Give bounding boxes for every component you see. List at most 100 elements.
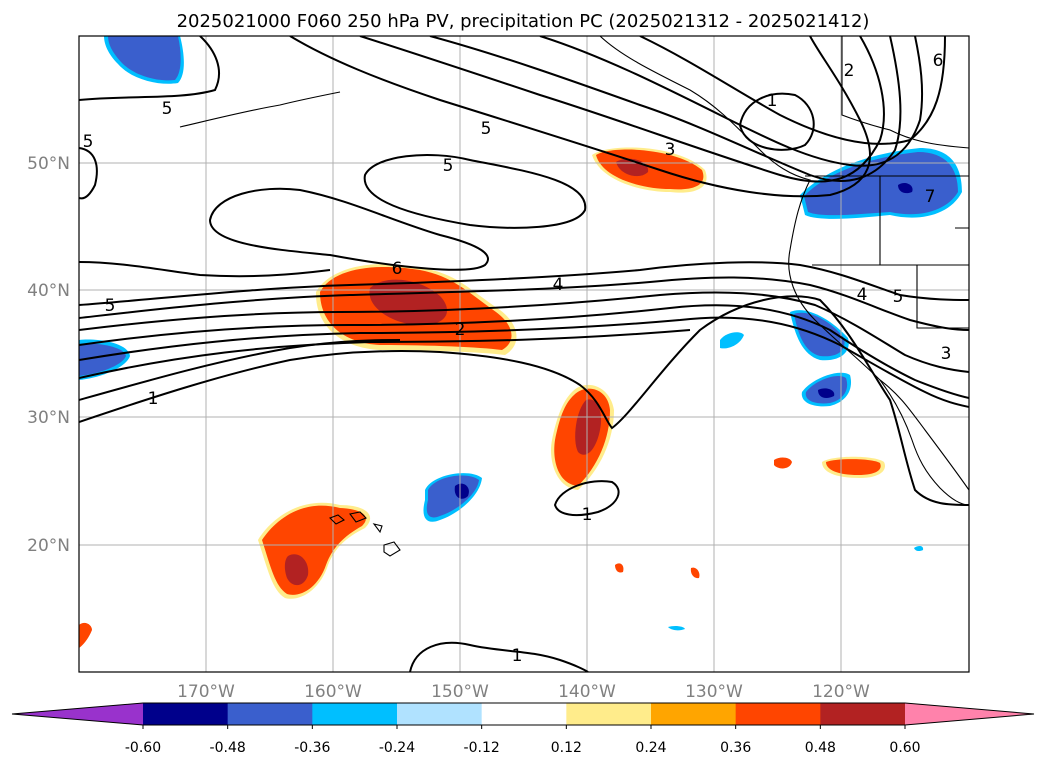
contour-label: 5 xyxy=(83,132,94,152)
precip-blob-positive xyxy=(690,567,700,579)
colorbar-tick-label: 0.48 xyxy=(805,740,836,756)
contour-label: 1 xyxy=(148,389,159,409)
map-frame xyxy=(78,35,970,673)
precip-blob-negative xyxy=(914,545,924,552)
pv-contour xyxy=(738,92,815,151)
border-states xyxy=(812,176,969,329)
colorbar-tick-label: 0.60 xyxy=(889,740,920,756)
contour-label: 7 xyxy=(925,187,936,207)
contour-label: 1 xyxy=(582,505,593,525)
colorbar-tick-label: 0.12 xyxy=(551,740,582,756)
coastline-baja xyxy=(879,379,969,506)
contour-label: 4 xyxy=(857,285,868,305)
contour-label: 1 xyxy=(767,91,778,111)
coastline-bc xyxy=(841,36,969,149)
colorbar-segment xyxy=(227,703,313,725)
contour-label: 5 xyxy=(481,119,492,139)
precip-blob-positive xyxy=(79,622,92,648)
precip-blob-strong-negative xyxy=(454,483,469,499)
contour-label: 6 xyxy=(392,259,403,279)
lon-label: 170°W xyxy=(177,682,235,702)
precip-blob-negative xyxy=(108,36,181,81)
colorbar-segment xyxy=(397,703,483,725)
pv-contour xyxy=(79,291,969,373)
precip-blob-positive xyxy=(615,563,624,573)
pv-contour xyxy=(79,147,98,200)
figure-title: 2025021000 F060 250 hPa PV, precipitatio… xyxy=(177,11,870,32)
precip-blob-strong xyxy=(284,554,309,586)
colorbar-segment xyxy=(735,703,821,725)
pv-contour xyxy=(363,154,587,229)
coastline-hawaii xyxy=(329,511,401,557)
precip-blob-negative xyxy=(794,312,845,357)
colorbar-segment xyxy=(143,703,229,725)
colorbar-extend-high xyxy=(905,703,1034,725)
pv-contour xyxy=(79,36,220,101)
contour-labels: 5 5 5 5 5 6 4 2 1 3 1 2 6 7 4 5 3 1 1 xyxy=(83,51,952,666)
contour-label: 5 xyxy=(443,156,454,176)
colorbar-tick-label: -0.36 xyxy=(294,740,330,756)
pv-contours xyxy=(79,36,969,672)
coastlines xyxy=(179,36,969,557)
colorbar-segment xyxy=(820,703,906,725)
contour-label: 1 xyxy=(512,646,523,666)
contour-label: 4 xyxy=(553,275,564,295)
precip-blob-positive xyxy=(774,457,792,469)
pv-contour xyxy=(208,187,489,271)
contour-label: 5 xyxy=(162,99,173,119)
contour-label: 2 xyxy=(455,320,466,340)
colorbar-tick-label: -0.48 xyxy=(210,740,246,756)
lon-label: 120°W xyxy=(812,682,870,702)
pv-contour xyxy=(79,261,969,306)
pv-contour xyxy=(79,276,969,331)
contour-label: 6 xyxy=(933,51,944,71)
colorbar: -0.60 -0.48 -0.36 -0.24 -0.12 0.12 0.24 0.36 0.4… xyxy=(11,702,1035,756)
lat-label: 40°N xyxy=(27,281,70,301)
pv-contour xyxy=(79,316,969,408)
colorbar-segment xyxy=(651,703,737,725)
lat-label: 30°N xyxy=(27,408,70,428)
precip-blob-negative xyxy=(720,332,744,349)
precip-blob-negative xyxy=(804,152,958,216)
colorbar-segment xyxy=(566,703,652,725)
pv-contour xyxy=(359,36,885,183)
pv-contour xyxy=(539,36,924,167)
colorbar-ticks: -0.60 -0.48 -0.36 -0.24 -0.12 0.12 0.24 0.36 0.4… xyxy=(125,725,921,756)
pv-contour xyxy=(639,36,946,145)
pv-contour xyxy=(289,36,871,198)
longitude-labels: 170°W 160°W 150°W 140°W 130°W 120°W xyxy=(177,682,870,702)
colorbar-tick-label: -0.12 xyxy=(464,740,500,756)
precip-blob-positive xyxy=(826,459,881,475)
colorbar-segment xyxy=(481,703,567,725)
lon-label: 150°W xyxy=(431,682,489,702)
lon-label: 140°W xyxy=(558,682,616,702)
lon-label: 130°W xyxy=(685,682,743,702)
coastline-north-america xyxy=(599,36,969,491)
colorbar-tick-label: 0.24 xyxy=(635,740,666,756)
pv-contour xyxy=(79,304,969,399)
colorbar-tick-label: 0.36 xyxy=(720,740,751,756)
precip-blob-negative xyxy=(668,625,685,631)
contour-label: 5 xyxy=(893,287,904,307)
pv-contour xyxy=(553,480,620,517)
precip-blob-strong-negative xyxy=(818,388,835,398)
lat-label: 20°N xyxy=(27,536,70,556)
contour-label: 2 xyxy=(844,61,855,81)
contour-label: 5 xyxy=(105,296,116,316)
latitude-labels: 50°N 40°N 30°N 20°N xyxy=(27,154,70,556)
precip-blob-strong-negative xyxy=(898,182,913,194)
colorbar-segment xyxy=(312,703,398,725)
lon-label: 160°W xyxy=(304,682,362,702)
pv-contour xyxy=(79,329,691,379)
contour-label: 3 xyxy=(941,344,952,364)
colorbar-tick-label: -0.24 xyxy=(379,740,415,756)
map-area: 5 5 5 5 5 6 4 2 1 3 1 2 6 7 4 5 3 1 1 xyxy=(79,36,969,672)
colorbar-tick-label: -0.60 xyxy=(125,740,161,756)
precip-blob-strong xyxy=(575,399,602,455)
pv-contour xyxy=(79,295,969,506)
colorbar-segments xyxy=(12,703,1034,725)
pv-contour xyxy=(79,261,331,278)
contour-label: 3 xyxy=(665,140,676,160)
pv-contour xyxy=(79,339,401,401)
